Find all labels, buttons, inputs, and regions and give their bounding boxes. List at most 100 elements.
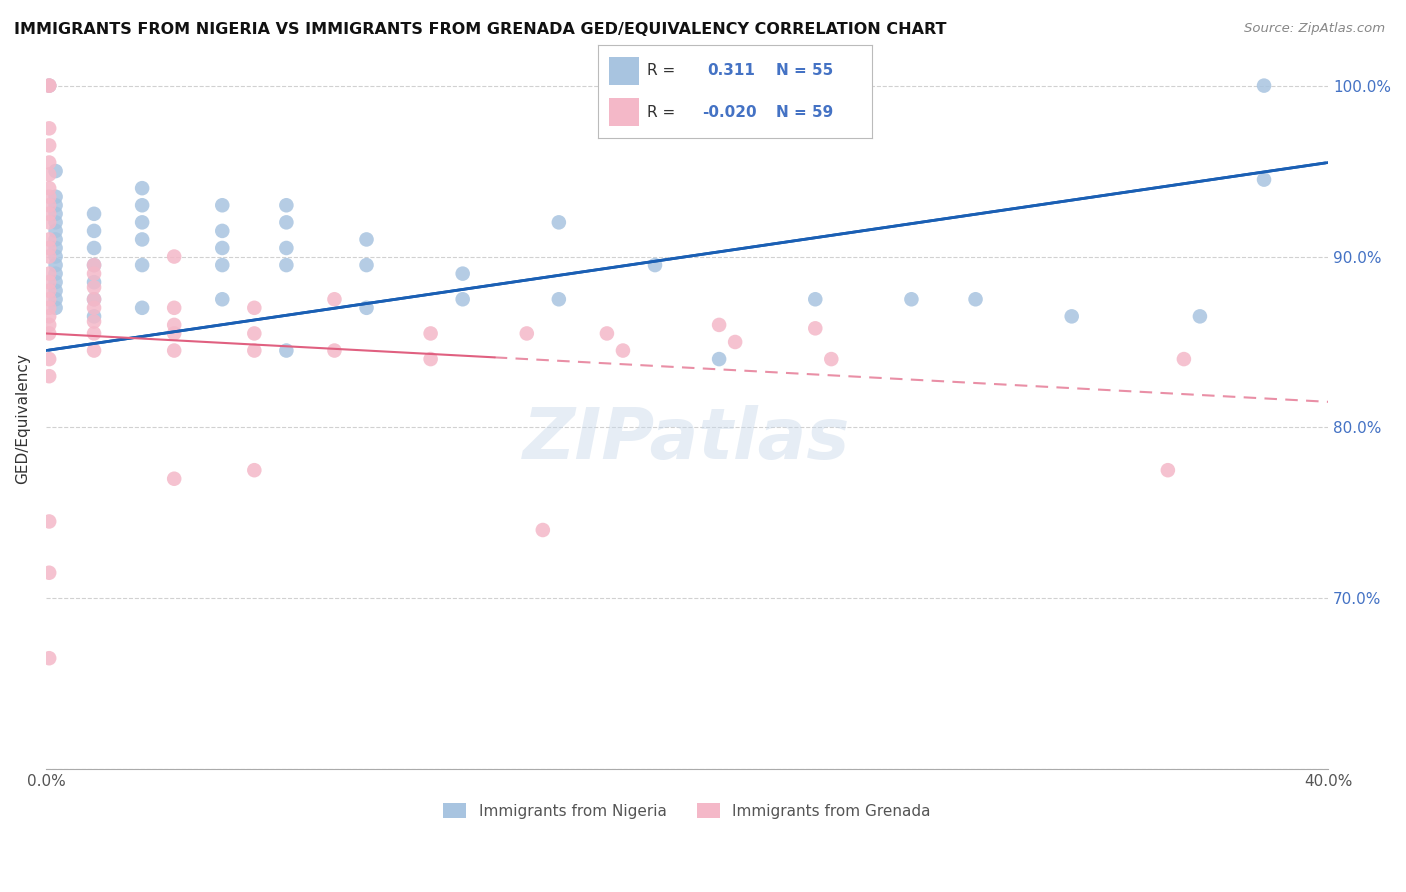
Point: [211, 258, 233, 272]
Point: [83, 275, 105, 289]
Point: [243, 463, 266, 477]
Point: [163, 326, 186, 341]
Point: [163, 343, 186, 358]
Text: IMMIGRANTS FROM NIGERIA VS IMMIGRANTS FROM GRENADA GED/EQUIVALENCY CORRELATION C: IMMIGRANTS FROM NIGERIA VS IMMIGRANTS FR…: [14, 22, 946, 37]
Point: [45, 250, 67, 264]
Point: [276, 241, 298, 255]
Point: [38, 284, 60, 298]
Point: [547, 292, 569, 306]
Point: [38, 515, 60, 529]
Point: [1157, 463, 1180, 477]
Point: [211, 224, 233, 238]
Text: R =: R =: [647, 104, 675, 120]
Point: [83, 314, 105, 328]
Point: [83, 326, 105, 341]
Text: N = 55: N = 55: [776, 63, 832, 78]
Point: [45, 164, 67, 178]
Point: [45, 215, 67, 229]
Point: [38, 78, 60, 93]
Point: [516, 326, 538, 341]
Point: [419, 326, 441, 341]
Point: [804, 321, 827, 335]
Point: [644, 258, 666, 272]
Bar: [609, 57, 638, 85]
Point: [1188, 310, 1211, 324]
Point: [804, 292, 827, 306]
Point: [276, 258, 298, 272]
Point: [131, 301, 153, 315]
Point: [38, 352, 60, 367]
Point: [83, 310, 105, 324]
Point: [83, 280, 105, 294]
Point: [163, 250, 186, 264]
Point: [211, 198, 233, 212]
Point: [38, 369, 60, 384]
Point: [83, 258, 105, 272]
Point: [451, 267, 474, 281]
Point: [276, 215, 298, 229]
Point: [83, 224, 105, 238]
Point: [323, 292, 346, 306]
Point: [131, 215, 153, 229]
Point: [83, 267, 105, 281]
Point: [45, 198, 67, 212]
Point: [83, 258, 105, 272]
Point: [724, 334, 747, 349]
Point: [38, 190, 60, 204]
Point: [45, 190, 67, 204]
Y-axis label: GED/Equivalency: GED/Equivalency: [15, 353, 30, 484]
Text: -0.020: -0.020: [702, 104, 756, 120]
Point: [83, 241, 105, 255]
Point: [707, 352, 730, 367]
Point: [38, 155, 60, 169]
Point: [38, 78, 60, 93]
Point: [38, 651, 60, 665]
Point: [38, 232, 60, 246]
Point: [243, 343, 266, 358]
Point: [612, 343, 634, 358]
Point: [83, 301, 105, 315]
Point: [38, 198, 60, 212]
Point: [83, 292, 105, 306]
Point: [820, 352, 842, 367]
Point: [211, 241, 233, 255]
Point: [38, 326, 60, 341]
Point: [38, 292, 60, 306]
Point: [356, 232, 378, 246]
Point: [243, 326, 266, 341]
Point: [1253, 172, 1275, 186]
Point: [596, 326, 619, 341]
Point: [531, 523, 554, 537]
Point: [38, 181, 60, 195]
Point: [451, 292, 474, 306]
Point: [1253, 78, 1275, 93]
Point: [131, 258, 153, 272]
Point: [45, 207, 67, 221]
Point: [45, 292, 67, 306]
Point: [83, 292, 105, 306]
Point: [38, 275, 60, 289]
Point: [83, 343, 105, 358]
Point: [45, 284, 67, 298]
Point: [131, 232, 153, 246]
Point: [163, 301, 186, 315]
Point: [45, 258, 67, 272]
Point: [163, 472, 186, 486]
Point: [45, 241, 67, 255]
Point: [276, 343, 298, 358]
Point: [243, 301, 266, 315]
Point: [45, 232, 67, 246]
Point: [45, 224, 67, 238]
Point: [965, 292, 987, 306]
Point: [323, 343, 346, 358]
Point: [131, 198, 153, 212]
Point: [38, 318, 60, 332]
Point: [419, 352, 441, 367]
Legend: Immigrants from Nigeria, Immigrants from Grenada: Immigrants from Nigeria, Immigrants from…: [437, 797, 936, 825]
Point: [1060, 310, 1083, 324]
Point: [356, 258, 378, 272]
Point: [547, 215, 569, 229]
Point: [83, 207, 105, 221]
Point: [45, 267, 67, 281]
Point: [45, 275, 67, 289]
